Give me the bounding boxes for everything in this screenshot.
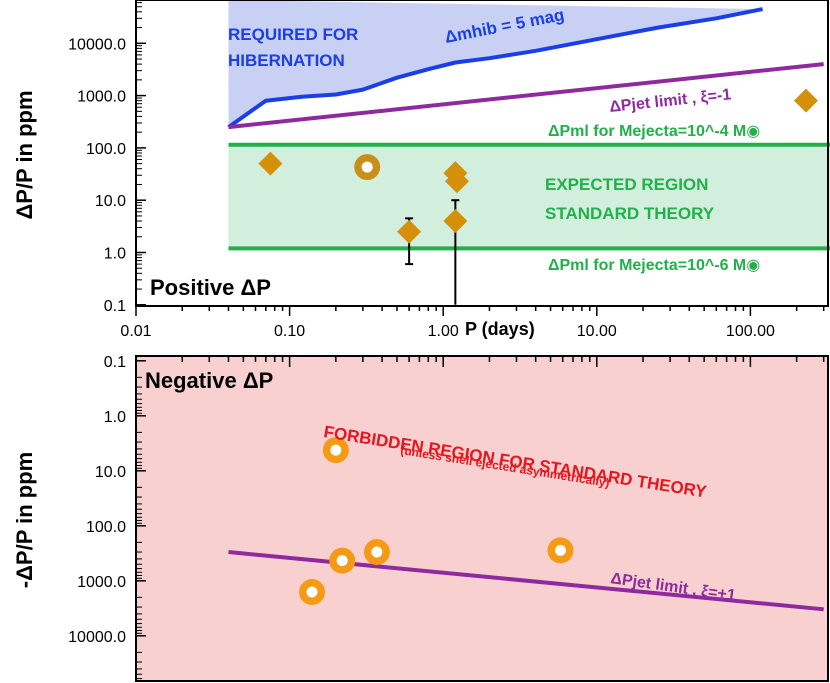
top-x-tick-label: 10.00 xyxy=(577,323,617,340)
top-points xyxy=(258,88,818,305)
bottom-point-3 xyxy=(363,539,390,566)
top-y-tick-label: 10.0 xyxy=(95,193,126,210)
top-y-tick-label: 100.0 xyxy=(86,141,126,158)
ml-low-label: ΔPml for Mejecta=10^-6 M◉ xyxy=(548,257,760,274)
top-ylabel: ΔP/P in ppm xyxy=(12,90,37,219)
forbidden-region xyxy=(135,355,829,682)
expected-label-2: STANDARD THEORY xyxy=(545,204,715,223)
hibernation-label-1: REQUIRED FOR xyxy=(228,25,358,44)
ring-center xyxy=(361,161,373,173)
ring-center xyxy=(554,544,566,556)
bottom-y-tick-label: 1.0 xyxy=(104,409,126,426)
ring-center xyxy=(371,546,383,558)
hibernation-line xyxy=(227,7,763,129)
top-point-6 xyxy=(793,88,818,113)
xaxis-label: P (days) xyxy=(465,319,535,339)
bottom-y-tick-label: 0.1 xyxy=(104,354,126,371)
bottom-point-2 xyxy=(329,547,356,574)
jet-top-label: ΔPjet limit , ξ=-1 xyxy=(609,86,732,116)
ml-high-label: ΔPml for Mejecta=10^-4 M◉ xyxy=(548,123,760,140)
top-panel: 0.01 0.10 1.00 10.00 100.00 10000.0 1000.0 100.… xyxy=(12,0,830,340)
top-x-tick-label: 100.00 xyxy=(726,323,775,340)
top-y-tick-label: 1000.0 xyxy=(77,89,126,106)
bottom-ylabel: -ΔP/P in ppm xyxy=(12,452,37,588)
bottom-points xyxy=(299,437,574,606)
bottom-panel: 0.1 1.0 10.0 100.0 1000.0 10000.0 Negative ΔP… xyxy=(12,354,829,682)
top-y-tick-label: 1.0 xyxy=(104,246,126,263)
top-axis: 0.01 0.10 1.00 10.00 100.00 10000.0 1000.0 100.… xyxy=(68,2,825,340)
ring-center xyxy=(336,555,348,567)
top-y-tick-label: 0.1 xyxy=(104,298,126,315)
jet-limit-top-line xyxy=(228,62,824,130)
bottom-axis: 0.1 1.0 10.0 100.0 1000.0 10000.0 xyxy=(68,354,825,680)
expected-label-1: EXPECTED REGION xyxy=(545,175,708,194)
bottom-point-1 xyxy=(299,579,326,606)
bottom-point-0 xyxy=(322,437,349,464)
top-point-5 xyxy=(443,209,468,234)
bottom-y-tick-label: 10.0 xyxy=(95,464,126,481)
bottom-y-tick-label: 1000.0 xyxy=(77,574,126,591)
top-point-2 xyxy=(397,219,422,244)
hibernation-label-2: HIBERNATION xyxy=(228,51,345,70)
top-x-tick-label: 1.00 xyxy=(428,323,459,340)
top-x-tick-label: 0.10 xyxy=(274,323,305,340)
positive-label: Positive ΔP xyxy=(150,275,271,300)
top-x-tick-label: 0.01 xyxy=(120,323,151,340)
bottom-point-4 xyxy=(547,537,574,564)
expected-region xyxy=(228,144,830,249)
bottom-y-tick-label: 100.0 xyxy=(86,519,126,536)
ring-center xyxy=(330,444,342,456)
ring-center xyxy=(306,586,318,598)
bottom-y-tick-label: 10000.0 xyxy=(68,629,126,646)
top-point-4 xyxy=(445,169,470,194)
top-point-0 xyxy=(258,151,283,176)
jet-limit-bottom-line xyxy=(228,550,824,612)
top-point-1 xyxy=(354,154,381,181)
negative-label: Negative ΔP xyxy=(145,368,273,393)
top-y-tick-label: 10000.0 xyxy=(68,36,126,53)
